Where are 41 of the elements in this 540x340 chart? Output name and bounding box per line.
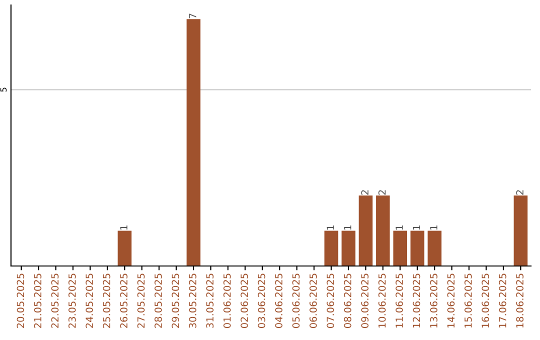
data-label: 2	[516, 190, 524, 195]
x-tick-label: 31.05.2025	[206, 274, 214, 328]
y-tick-label: 5	[0, 88, 7, 92]
x-tick-label: 11.06.2025	[396, 274, 403, 328]
data-label: 7	[189, 14, 196, 18]
x-tick-label: 02.06.2025	[240, 274, 248, 328]
x-tick-label: 20.05.2025	[16, 274, 24, 328]
x-tick-label: 21.05.2025	[34, 274, 42, 328]
x-tick-label: 13.06.2025	[430, 274, 438, 328]
x-tick-label: 01.06.2025	[223, 274, 231, 328]
data-label: 1	[396, 225, 403, 230]
x-tick-label: 17.06.2025	[498, 274, 506, 328]
data-label: 2	[378, 190, 386, 195]
x-tick-label: 26.05.2025	[120, 274, 128, 328]
x-tick-label: 06.06.2025	[310, 274, 317, 328]
data-label: 1	[344, 225, 352, 230]
data-label: 1	[120, 225, 128, 230]
x-tick-label: 30.05.2025	[188, 274, 196, 328]
x-tick-label: 24.05.2025	[86, 274, 94, 328]
x-tick-label: 12.06.2025	[412, 274, 420, 328]
x-tick-label: 10.06.2025	[378, 274, 386, 328]
x-tick-label: 27.05.2025	[137, 274, 145, 328]
x-tick-label: 15.06.2025	[464, 274, 472, 328]
x-tick-label: 29.05.2025	[172, 274, 180, 328]
data-label: 1	[430, 225, 438, 230]
x-tick-label: 23.05.2025	[68, 274, 76, 328]
x-tick-label: 08.06.2025	[344, 274, 352, 328]
x-tick-label: 14.06.2025	[447, 274, 455, 328]
x-tick-label: 28.05.2025	[154, 274, 162, 328]
x-tick-label: 09.06.2025	[361, 274, 369, 328]
x-tick-label: 04.06.2025	[275, 274, 282, 328]
x-tick-label: 18.06.2025	[516, 274, 524, 328]
x-tick-label: 16.06.2025	[482, 274, 490, 328]
x-tick-label: 05.06.2025	[292, 274, 300, 328]
x-tick-label: 22.05.2025	[51, 274, 59, 328]
x-tick-label: 25.05.2025	[102, 274, 110, 328]
x-tick-label: 03.06.2025	[258, 274, 266, 328]
data-label: 1	[326, 225, 334, 230]
data-label: 2	[361, 190, 368, 195]
x-tick-label: 07.06.2025	[326, 274, 334, 328]
data-label: 1	[412, 225, 420, 230]
